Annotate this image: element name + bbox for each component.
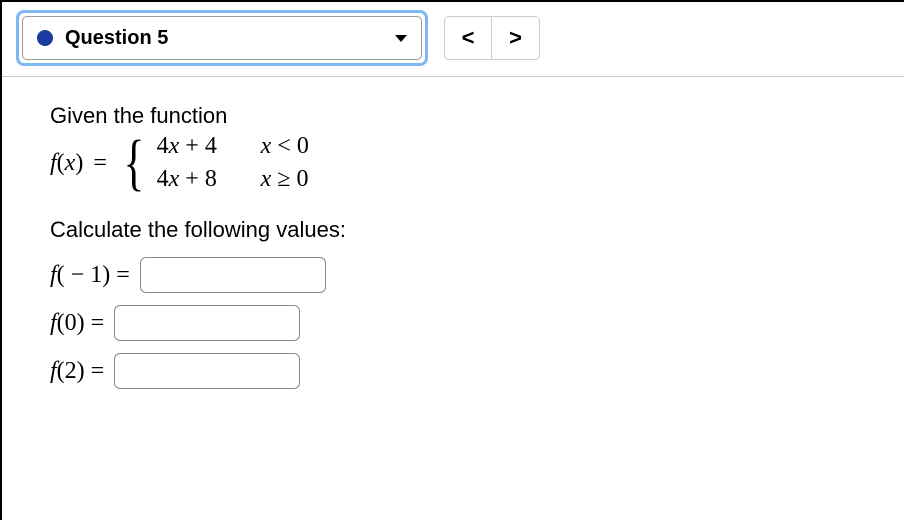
answer-input-f2[interactable]: [114, 353, 300, 389]
dropdown-left: Question 5: [37, 27, 168, 50]
fx-open: (: [57, 150, 65, 176]
status-dot-icon: [37, 30, 53, 46]
prev-button[interactable]: <: [444, 16, 492, 60]
case-cond: x < 0: [261, 133, 309, 160]
case-expr: 4x + 4: [157, 133, 243, 160]
content: Given the function f(x) = { 4x + 4 x < 0…: [2, 77, 904, 427]
question-dropdown[interactable]: Question 5: [22, 16, 422, 60]
answer-label: f( − 1) =: [50, 262, 130, 289]
dropdown-highlight: Question 5: [16, 10, 428, 66]
dropdown-label: Question 5: [65, 27, 168, 50]
nav-group: < >: [444, 16, 540, 60]
fx-close: ): [75, 150, 83, 176]
next-button[interactable]: >: [492, 16, 540, 60]
case-expr: 4x + 8: [157, 166, 243, 193]
topbar: Question 5 < >: [2, 2, 904, 77]
chevron-right-icon: >: [509, 25, 522, 51]
prompt-calculate: Calculate the following values:: [50, 217, 856, 243]
fx-lhs: f(x): [50, 150, 83, 177]
piecewise-function: f(x) = { 4x + 4 x < 0 4x + 8 x ≥ 0: [50, 133, 856, 193]
caret-down-icon: [395, 35, 407, 42]
answer-row: f(2) =: [50, 353, 856, 389]
brace-icon: {: [123, 136, 144, 190]
case-row: 4x + 8 x ≥ 0: [157, 166, 309, 193]
case-row: 4x + 4 x < 0: [157, 133, 309, 160]
cases: 4x + 4 x < 0 4x + 8 x ≥ 0: [157, 133, 309, 193]
case-cond: x ≥ 0: [261, 166, 309, 193]
fx-f: f: [50, 150, 57, 176]
answer-input-f0[interactable]: [114, 305, 300, 341]
equals-sign: =: [89, 150, 111, 177]
answer-label: f(0) =: [50, 310, 104, 337]
answer-row: f(0) =: [50, 305, 856, 341]
answer-row: f( − 1) =: [50, 257, 856, 293]
answer-label: f(2) =: [50, 358, 104, 385]
answer-input-fneg1[interactable]: [140, 257, 326, 293]
prompt-given: Given the function: [50, 103, 856, 129]
chevron-left-icon: <: [462, 25, 475, 51]
fx-var: x: [65, 150, 76, 176]
